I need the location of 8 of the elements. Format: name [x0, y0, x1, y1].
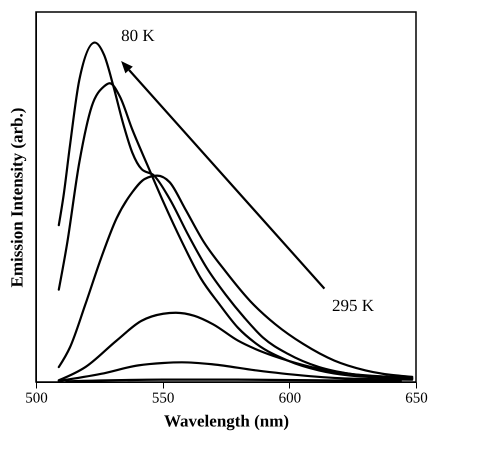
- x-tick-label: 600: [278, 390, 302, 406]
- x-tick-label: 550: [152, 390, 174, 406]
- annotation: 295 K: [332, 296, 375, 316]
- x-tick-label: 650: [405, 390, 428, 406]
- annotation: 80 K: [121, 26, 156, 45]
- x-axis-title: Wavelength (nm): [164, 412, 290, 430]
- x-tick-label: 500: [25, 390, 48, 406]
- y-axis-title: Emission Intensity (arb.): [8, 108, 26, 288]
